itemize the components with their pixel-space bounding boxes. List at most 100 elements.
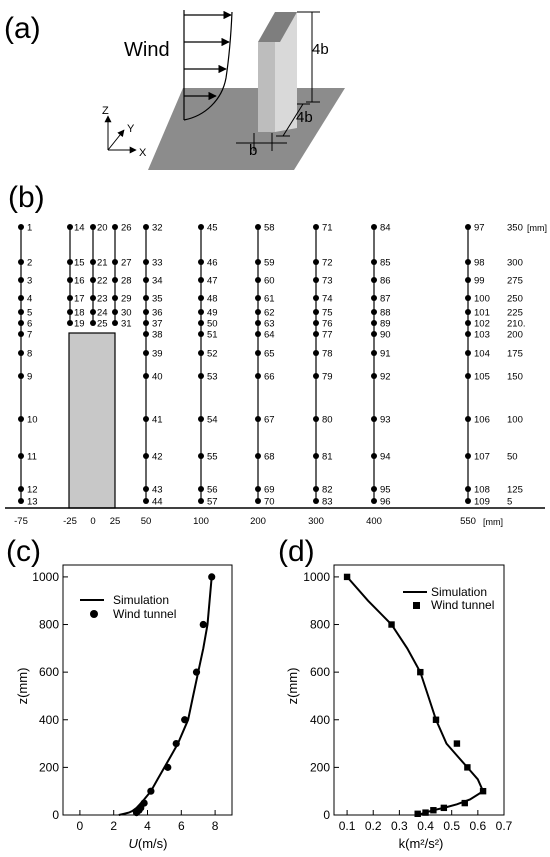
point-label: 63: [264, 319, 275, 330]
measurement-point: [313, 486, 319, 492]
height-label: 200: [507, 330, 523, 341]
measurement-point: [90, 295, 96, 301]
measurement-point: [143, 486, 149, 492]
x-tick-label: 6: [178, 819, 185, 833]
point-label: 10: [27, 415, 38, 426]
measurement-point: [313, 295, 319, 301]
measurement-point: [198, 486, 204, 492]
measurement-point: [465, 320, 471, 326]
point-label: 54: [207, 415, 218, 426]
point-label: 27: [121, 258, 132, 269]
measurement-point: [371, 486, 377, 492]
point-label: 71: [322, 223, 333, 234]
measurement-point: [313, 331, 319, 337]
measurement-point: [198, 331, 204, 337]
measurement-point: [371, 295, 377, 301]
measurement-point: [198, 295, 204, 301]
height-label: 125: [507, 485, 523, 496]
data-point: [181, 716, 189, 724]
measurement-point: [255, 498, 261, 504]
chart-d-wind-tunnel-points: [343, 573, 487, 818]
point-label: 17: [74, 294, 85, 305]
point-label: 68: [264, 452, 275, 463]
point-label: 30: [121, 308, 132, 319]
point-label: 104: [474, 349, 490, 360]
ground-plane: [148, 88, 345, 170]
height-label: 150: [507, 372, 523, 383]
point-label: 100: [474, 294, 490, 305]
point-label: 56: [207, 485, 218, 496]
measurement-point: [90, 224, 96, 230]
point-label: 94: [380, 452, 391, 463]
point-label: 92: [380, 372, 391, 383]
x-tick-label: 2: [110, 819, 117, 833]
building-top: [258, 12, 297, 42]
data-point: [479, 787, 487, 795]
point-label: 73: [322, 276, 333, 287]
point-label: 65: [264, 349, 275, 360]
measurement-point: [112, 295, 118, 301]
position-label: 50: [141, 516, 152, 527]
measurement-point: [90, 309, 96, 315]
measurement-point: [18, 498, 24, 504]
measurement-point: [112, 259, 118, 265]
measurement-point: [313, 453, 319, 459]
measurement-point: [255, 277, 261, 283]
measurement-point: [465, 350, 471, 356]
height-label: 5: [507, 497, 512, 508]
position-label: 25: [110, 516, 121, 527]
data-point: [147, 787, 155, 795]
y-axis-arrow: [107, 129, 125, 151]
point-label: 67: [264, 415, 275, 426]
measurement-point: [313, 416, 319, 422]
measurement-point: [313, 373, 319, 379]
measurement-point: [198, 320, 204, 326]
measurement-point: [255, 309, 261, 315]
height-label: 250: [507, 294, 523, 305]
point-label: 42: [152, 452, 163, 463]
point-label: 15: [74, 258, 85, 269]
wind-label: Wind: [124, 39, 170, 61]
point-label: 38: [152, 330, 163, 341]
position-label: -25: [63, 516, 77, 527]
data-point: [464, 764, 471, 771]
z-axis-label: Z: [102, 105, 109, 117]
measurement-point: [465, 498, 471, 504]
point-label: 35: [152, 294, 163, 305]
data-point: [453, 740, 461, 747]
y-tick-label: 400: [310, 713, 330, 727]
measurement-point: [371, 309, 377, 315]
point-label: 75: [322, 308, 333, 319]
point-label: 23: [97, 294, 108, 305]
measurement-point: [18, 453, 24, 459]
measurement-point: [465, 309, 471, 315]
measurement-point: [198, 350, 204, 356]
measurement-point: [465, 416, 471, 422]
point-label: 34: [152, 276, 163, 287]
point-label: 58: [264, 223, 275, 234]
measurement-point: [18, 277, 24, 283]
point-label: 69: [264, 485, 275, 496]
panel-d: (d) 0.1 0.2 0.3 0.4 0.5 0.6 0.7 0 200 400 600 800 10…: [278, 535, 513, 851]
point-label: 53: [207, 372, 218, 383]
point-label: 49: [207, 308, 218, 319]
point-label: 107: [474, 452, 490, 463]
data-point: [164, 763, 172, 771]
position-label: 200: [250, 516, 266, 527]
measurement-point: [371, 331, 377, 337]
point-label: 76: [322, 319, 333, 330]
point-label: 106: [474, 415, 490, 426]
measurement-point: [313, 350, 319, 356]
point-label: 43: [152, 485, 163, 496]
chart-d-xlabel: k(m²/s²): [399, 836, 444, 851]
data-point: [208, 573, 216, 581]
height-label: 210.: [507, 319, 526, 330]
panel-d-letter: (d): [278, 535, 315, 568]
panel-a-letter: (a): [4, 12, 41, 45]
measurement-point: [371, 416, 377, 422]
